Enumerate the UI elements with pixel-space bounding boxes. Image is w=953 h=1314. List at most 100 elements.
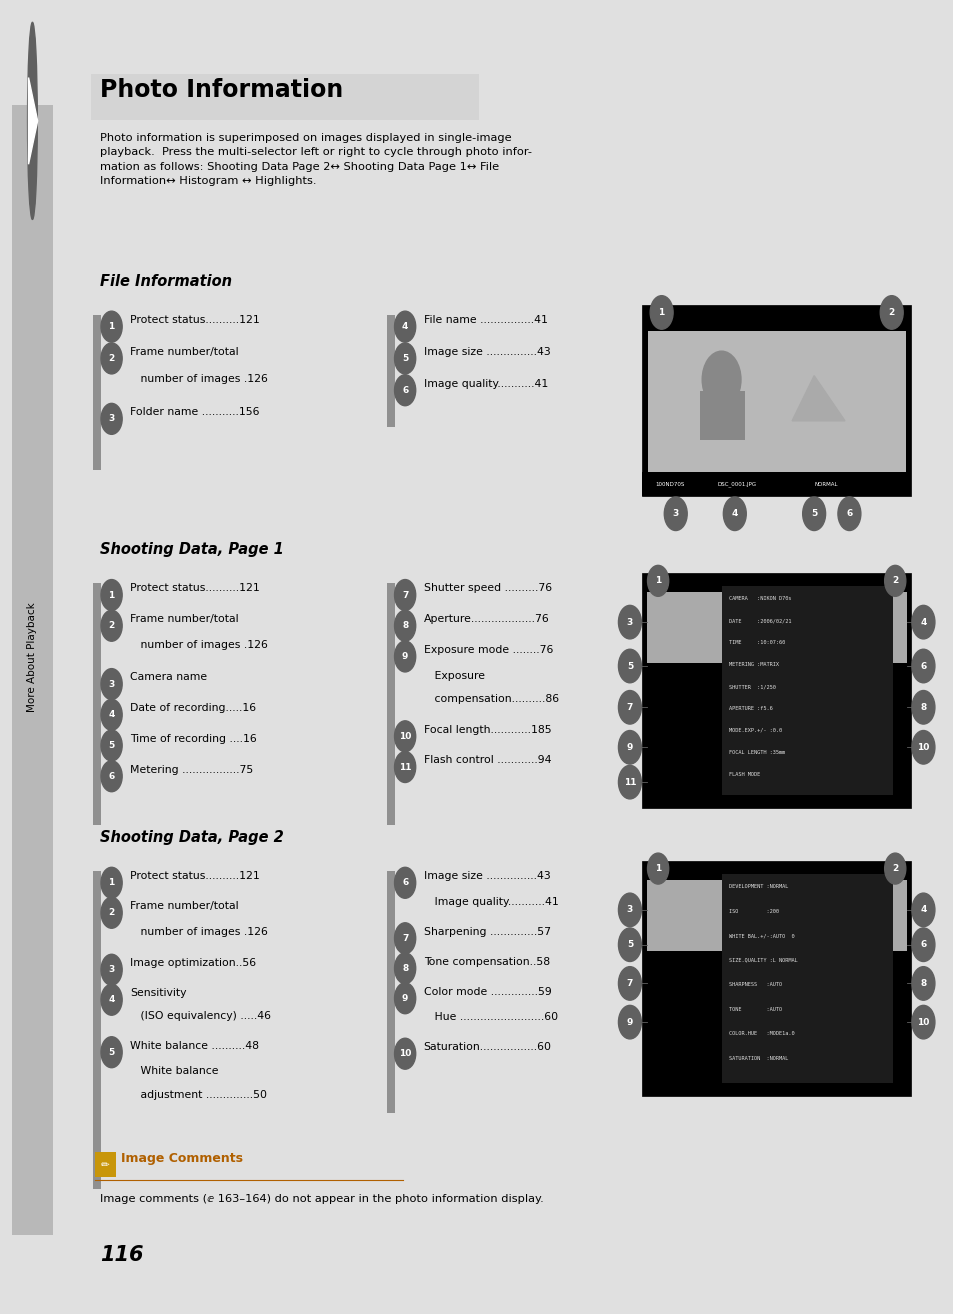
Text: ✏: ✏: [101, 1160, 110, 1171]
Text: 11: 11: [623, 778, 636, 787]
Text: 3: 3: [109, 966, 114, 974]
Bar: [641, 573, 910, 808]
Text: WHITE BAL.+/-:AUTO  0: WHITE BAL.+/-:AUTO 0: [728, 933, 794, 938]
Text: 1: 1: [655, 865, 660, 872]
Text: 8: 8: [920, 979, 925, 988]
Text: 4: 4: [731, 510, 738, 518]
Text: Sharpening ..............57: Sharpening ..............57: [423, 926, 550, 937]
Text: 6: 6: [845, 510, 852, 518]
Text: 9: 9: [626, 742, 633, 752]
Circle shape: [395, 922, 416, 954]
Circle shape: [883, 565, 904, 597]
Text: Protect status..........121: Protect status..........121: [130, 315, 259, 325]
Text: 5: 5: [109, 1047, 114, 1056]
Text: Metering .................75: Metering .................75: [130, 765, 253, 775]
Text: 1: 1: [655, 577, 660, 585]
Bar: [647, 331, 904, 473]
Circle shape: [618, 691, 640, 724]
Text: Camera name: Camera name: [130, 673, 207, 682]
Text: 10: 10: [398, 732, 411, 741]
Text: 9: 9: [626, 1017, 633, 1026]
Text: SHARPNESS   :AUTO: SHARPNESS :AUTO: [728, 982, 781, 987]
Bar: [93, 583, 101, 825]
Circle shape: [101, 403, 122, 435]
Text: 3: 3: [626, 905, 633, 915]
Text: 3: 3: [626, 618, 633, 627]
Circle shape: [650, 296, 673, 330]
Circle shape: [618, 894, 640, 926]
Text: 10: 10: [916, 1017, 928, 1026]
Text: METERING :MATRIX: METERING :MATRIX: [728, 662, 778, 668]
Circle shape: [395, 1038, 416, 1070]
Text: 1: 1: [109, 878, 114, 887]
Text: 7: 7: [626, 979, 633, 988]
Text: 5: 5: [109, 741, 114, 750]
Text: Tone compensation..58: Tone compensation..58: [423, 957, 549, 967]
Text: adjustment ..............50: adjustment ..............50: [130, 1091, 267, 1100]
Text: DEVELOPMENT :NORMAL: DEVELOPMENT :NORMAL: [728, 884, 787, 890]
Text: Shooting Data, Page 1: Shooting Data, Page 1: [100, 543, 284, 557]
Circle shape: [395, 752, 416, 783]
Text: Image quality...........41: Image quality...........41: [423, 896, 558, 907]
Text: Frame number/total: Frame number/total: [130, 614, 238, 624]
Circle shape: [28, 22, 37, 219]
Text: APERTURE :f5.6: APERTURE :f5.6: [728, 706, 772, 711]
Text: TIME     :10:07:60: TIME :10:07:60: [728, 640, 784, 645]
Text: 1: 1: [109, 322, 114, 331]
Circle shape: [911, 928, 934, 962]
Text: White balance ..........48: White balance ..........48: [130, 1041, 259, 1051]
Text: Shutter speed ..........76: Shutter speed ..........76: [423, 583, 551, 594]
Circle shape: [101, 669, 122, 699]
Text: 1: 1: [109, 590, 114, 599]
Text: 4: 4: [920, 618, 925, 627]
Text: FLASH MODE: FLASH MODE: [728, 771, 760, 777]
Text: 2: 2: [891, 577, 898, 585]
Circle shape: [663, 497, 686, 531]
Bar: [386, 315, 395, 427]
Text: 100ND70S: 100ND70S: [655, 481, 684, 486]
Text: 2: 2: [109, 353, 114, 363]
Bar: [720, 586, 893, 795]
Text: 2: 2: [891, 865, 898, 872]
Text: DATE     :2006/02/21: DATE :2006/02/21: [728, 619, 790, 623]
Circle shape: [618, 1005, 640, 1039]
Circle shape: [701, 351, 740, 407]
Text: Photo information is superimposed on images displayed in single-image
playback. : Photo information is superimposed on ima…: [100, 133, 532, 187]
Text: 5: 5: [810, 510, 817, 518]
Circle shape: [911, 1005, 934, 1039]
Bar: [646, 593, 905, 664]
Bar: [94, 1152, 116, 1177]
Circle shape: [395, 721, 416, 752]
Text: (ISO equivalency) .....46: (ISO equivalency) .....46: [130, 1010, 271, 1021]
Text: 4: 4: [401, 322, 408, 331]
Text: 10: 10: [916, 742, 928, 752]
Text: Protect status..........121: Protect status..........121: [130, 583, 259, 594]
Circle shape: [911, 967, 934, 1000]
Polygon shape: [791, 376, 844, 420]
Text: 9: 9: [401, 652, 408, 661]
Text: Exposure: Exposure: [423, 671, 484, 681]
Bar: [641, 473, 910, 495]
Text: number of images .126: number of images .126: [130, 640, 268, 650]
Circle shape: [395, 374, 416, 406]
Text: File name ................41: File name ................41: [423, 315, 547, 325]
Bar: [93, 315, 101, 470]
Text: 7: 7: [626, 703, 633, 712]
Text: Image Comments: Image Comments: [121, 1152, 243, 1166]
Circle shape: [618, 765, 640, 799]
Text: Photo Information: Photo Information: [100, 78, 343, 101]
Bar: [641, 305, 910, 495]
Text: 6: 6: [920, 941, 925, 949]
Circle shape: [101, 731, 122, 761]
Text: Color mode ..............59: Color mode ..............59: [423, 987, 551, 996]
Text: 7: 7: [401, 934, 408, 942]
Circle shape: [911, 691, 934, 724]
Text: 3: 3: [109, 414, 114, 423]
Bar: [65, 11, 945, 68]
Circle shape: [395, 610, 416, 641]
Circle shape: [395, 641, 416, 671]
Circle shape: [618, 928, 640, 962]
Circle shape: [395, 953, 416, 984]
Circle shape: [647, 565, 668, 597]
Text: 6: 6: [401, 878, 408, 887]
